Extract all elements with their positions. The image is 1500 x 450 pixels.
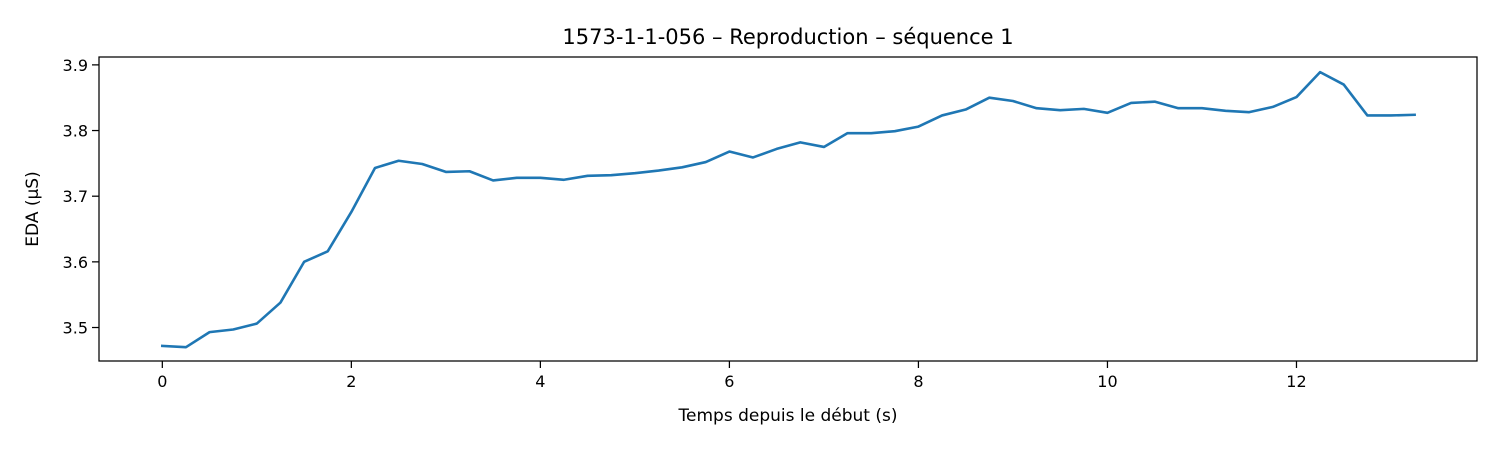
data-point [208,331,210,333]
data-point [941,114,943,116]
plot-frame [98,56,1478,362]
data-point [1106,112,1108,114]
data-point [610,174,612,176]
data-point [1201,107,1203,109]
data-point [327,250,329,252]
x-tick-label: 0 [157,372,167,391]
y-axis-label: EDA (µS) [23,171,43,246]
y-tick-label: 3.7 [63,187,88,206]
data-point [1295,96,1297,98]
data-point [256,322,258,324]
data-point [445,171,447,173]
x-tick-label: 8 [913,372,923,391]
x-axis: 0 2 4 6 8 10 12 [157,361,1307,391]
data-point [988,97,990,99]
data-point [350,211,352,213]
data-point [397,160,399,162]
data-point [1319,71,1321,73]
data-point [1248,111,1250,113]
data-point [539,177,541,179]
y-tick-label: 3.5 [63,319,88,338]
x-tick-label: 12 [1286,372,1306,391]
data-point [1272,106,1274,108]
series-line [160,70,1416,349]
x-tick-label: 2 [346,372,356,391]
data-point [586,175,588,177]
data-point [468,170,470,172]
x-tick-label: 4 [535,372,545,391]
data-point [492,179,494,181]
y-axis: 3.5 3.6 3.7 3.8 3.9 [63,56,99,338]
data-point [1012,100,1014,102]
data-point [728,150,730,152]
data-point [705,161,707,163]
data-point [634,172,636,174]
y-tick-label: 3.6 [63,253,88,272]
data-point [374,167,376,169]
y-tick-label: 3.9 [63,56,88,75]
data-point [421,163,423,165]
data-point [1390,114,1392,116]
data-point [279,301,281,303]
y-tick-label: 3.8 [63,122,88,141]
data-point [1154,100,1156,102]
data-point [964,108,966,110]
data-point [1177,107,1179,109]
data-point [775,148,777,150]
data-point [1035,107,1037,109]
data-point [1224,110,1226,112]
data-point [894,130,896,132]
data-point [1366,114,1368,116]
data-point [563,179,565,181]
data-point [185,346,187,348]
data-point [870,132,872,134]
data-point [846,132,848,134]
data-point [1130,102,1132,104]
data-point [657,169,659,171]
data-point [161,345,163,347]
data-point [232,328,234,330]
data-point [1343,83,1345,85]
data-point [1413,114,1415,116]
data-point [1083,108,1085,110]
x-axis-label: Temps depuis le début (s) [678,406,898,426]
data-point [681,166,683,168]
data-point [303,261,305,263]
data-point [1059,109,1061,111]
data-point [516,177,518,179]
x-tick-label: 6 [724,372,734,391]
data-point [823,146,825,148]
data-point [917,125,919,127]
x-tick-label: 10 [1097,372,1117,391]
data-point [799,141,801,143]
chart-title: 1573-1-1-056 – Reproduction – séquence 1 [562,25,1013,49]
plot-area [160,70,1416,349]
data-point [752,156,754,158]
